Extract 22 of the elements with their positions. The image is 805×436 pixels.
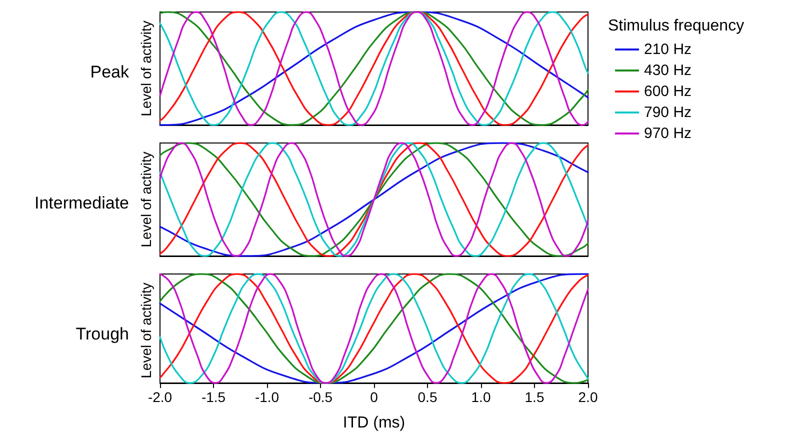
y-axis-title: Level of activity xyxy=(138,282,154,378)
x-axis-title: ITD (ms) xyxy=(342,414,406,432)
legend-label: 970 Hz xyxy=(644,125,692,142)
y-axis-title: Level of activity xyxy=(138,20,154,116)
y-axis-title: Level of activity xyxy=(138,152,154,248)
x-tick-label: 0 xyxy=(370,389,378,405)
x-tick-label: -0.5 xyxy=(308,389,333,405)
x-tick-label: -2.0 xyxy=(148,389,172,405)
text: Trough xyxy=(76,324,129,344)
x-tick-label: 2.0 xyxy=(578,389,598,405)
legend-label: 430 Hz xyxy=(644,62,692,79)
x-tick-label: -1.0 xyxy=(254,389,280,405)
text: Peak xyxy=(90,62,130,82)
x-tick-label: 1.5 xyxy=(524,389,544,405)
legend-label: 790 Hz xyxy=(644,104,692,121)
x-tick-label: 1.0 xyxy=(471,389,491,405)
x-tick-label: 0.5 xyxy=(418,389,438,405)
x-tick-label: -1.5 xyxy=(201,389,226,405)
legend-title: Stimulus frequency xyxy=(608,18,744,34)
legend-label: 600 Hz xyxy=(644,83,692,100)
legend-label: 210 Hz xyxy=(644,41,692,58)
text: Intermediate xyxy=(34,194,130,212)
